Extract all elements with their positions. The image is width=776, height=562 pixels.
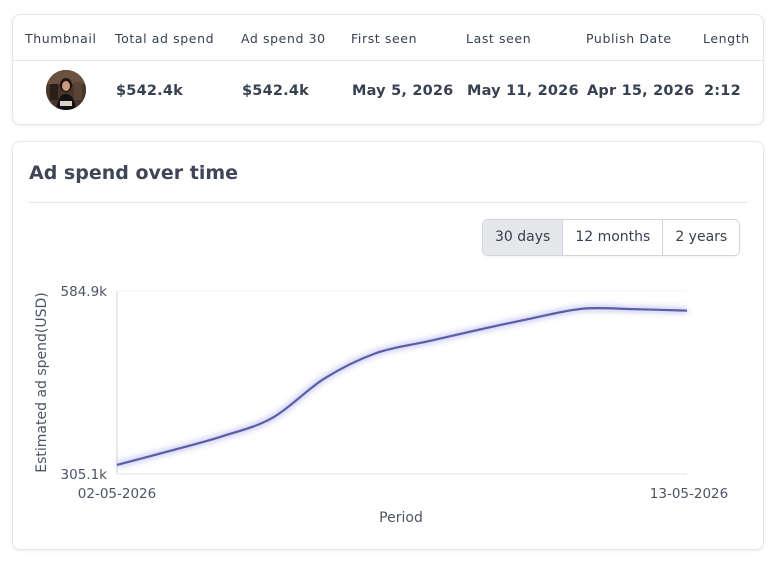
publish-date-value: Apr 15, 2026 [587, 83, 695, 99]
chart-title: Ad spend over time [29, 162, 239, 184]
first-seen-value: May 5, 2026 [352, 83, 454, 99]
header-length: Length [703, 31, 750, 46]
x-axis-title: Period [379, 510, 423, 526]
ad-spend-line-chart: 584.9k 305.1k 02-05-2026 13-05-2026 Peri… [34, 284, 728, 526]
series-line [116, 306, 688, 466]
data-point-08-05-2026[interactable] [425, 338, 431, 344]
total-ad-spend-value: $542.4k [116, 83, 183, 99]
data-point-10-05-2026[interactable] [529, 315, 535, 321]
ad-spend-30-value: $542.4k [242, 83, 309, 99]
range-button-30-days[interactable]: 30 days [483, 220, 563, 255]
table-row[interactable]: $542.4k $542.4k May 5, 2026 May 11, 2026… [13, 61, 763, 124]
data-point-04-05-2026[interactable] [218, 434, 224, 440]
data-point-11-05-2026[interactable] [580, 306, 586, 312]
header-thumbnail: Thumbnail [25, 31, 97, 46]
data-point-07-05-2026[interactable] [373, 350, 379, 356]
table-header-row: Thumbnail Total ad spend Ad spend 30 Fir… [13, 15, 763, 61]
ad-details-table: Thumbnail Total ad spend Ad spend 30 Fir… [12, 14, 764, 125]
thumbnail-image[interactable] [46, 70, 86, 110]
title-divider [29, 202, 747, 203]
header-ad-spend-30: Ad spend 30 [241, 31, 326, 46]
header-last-seen: Last seen [466, 31, 532, 46]
header-first-seen: First seen [351, 31, 418, 46]
y-axis-title: Estimated ad spend(USD) [34, 292, 50, 472]
data-point-06-05-2026[interactable] [321, 376, 327, 382]
header-publish-date: Publish Date [586, 31, 672, 46]
range-selector: 30 days 12 months 2 years [482, 219, 741, 256]
ad-spend-chart-card: Ad spend over time 30 days 12 months 2 y… [12, 141, 764, 550]
data-point-03-05-2026[interactable] [166, 448, 172, 454]
y-tick-label-min: 305.1k [61, 467, 108, 483]
range-button-12-months[interactable]: 12 months [562, 220, 663, 255]
x-tick-label-start: 02-05-2026 [78, 486, 156, 502]
data-point-02-05-2026[interactable] [114, 462, 120, 468]
data-point-05-05-2026[interactable] [269, 415, 275, 421]
last-seen-value: May 11, 2026 [467, 83, 579, 99]
header-total-ad-spend: Total ad spend [115, 31, 215, 46]
length-value: 2:12 [704, 83, 741, 99]
y-tick-label-max: 584.9k [61, 284, 108, 300]
range-button-2-years[interactable]: 2 years [662, 220, 740, 255]
data-point-12-05-2026[interactable] [632, 306, 638, 312]
data-point-09-05-2026[interactable] [477, 327, 483, 333]
data-point-13-05-2026[interactable] [684, 308, 690, 314]
x-tick-label-end: 13-05-2026 [650, 486, 728, 502]
